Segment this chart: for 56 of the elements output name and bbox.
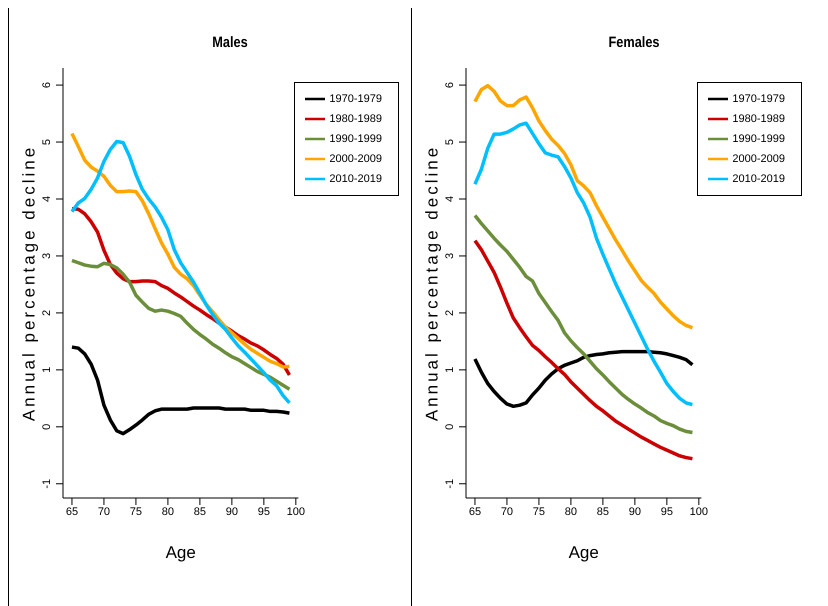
x-tick-label: 85: [596, 506, 610, 518]
line-series: [473, 121, 694, 406]
legend-label: 1980-1989: [329, 112, 382, 125]
x-tick-label: 95: [660, 506, 673, 518]
legend-label: 1980-1989: [732, 112, 785, 125]
y-tick-label: 1: [41, 366, 53, 373]
x-tick-label: 65: [468, 506, 482, 518]
chart-title: Males: [211, 34, 249, 51]
y-tick-label: -1: [41, 478, 53, 489]
x-tick-label: 75: [532, 506, 546, 518]
x-tick-label: 75: [130, 506, 142, 518]
y-axis-title: Annual percentage decline: [422, 144, 442, 422]
chart-title: Females: [607, 34, 661, 51]
x-tick-label: 80: [564, 506, 578, 518]
y-tick-label: 0: [41, 424, 53, 430]
legend-label: 1990-1999: [732, 132, 785, 145]
line-series: [473, 84, 694, 330]
x-tick-label: 90: [226, 506, 238, 518]
y-tick-label: 3: [41, 252, 53, 260]
legend-label: 2010-2019: [732, 172, 785, 185]
y-tick-label: 3: [444, 252, 456, 260]
line-series: [70, 345, 292, 436]
y-tick-label: 5: [444, 138, 456, 146]
x-tick-label: 100: [286, 506, 306, 518]
x-tick-label: 70: [500, 506, 514, 518]
line-series: [473, 350, 694, 408]
y-tick-label: 6: [444, 82, 456, 88]
x-tick-label: 80: [162, 506, 174, 518]
line-series: [473, 214, 694, 434]
x-axis-title: Age: [166, 543, 196, 562]
y-axis-title: Annual percentage decline: [20, 144, 38, 422]
y-tick-label: 4: [444, 196, 456, 202]
x-axis-title: Age: [568, 543, 599, 562]
legend-label: 1970-1979: [329, 92, 382, 105]
legend-label: 2010-2019: [329, 172, 382, 185]
x-tick-label: 90: [628, 506, 641, 518]
line-series: [473, 238, 694, 460]
x-tick-label: 100: [690, 506, 708, 518]
y-tick-label: 1: [444, 366, 456, 373]
y-tick-label: 2: [41, 310, 53, 316]
legend-label: 1970-1979: [732, 92, 785, 105]
x-tick-label: 70: [98, 506, 110, 518]
legend-label: 2000-2009: [329, 152, 382, 165]
y-tick-label: 4: [41, 196, 53, 202]
y-tick-label: -1: [444, 478, 456, 489]
x-tick-label: 65: [66, 506, 78, 518]
y-tick-label: 0: [444, 424, 456, 430]
x-tick-label: 85: [194, 506, 206, 518]
legend-label: 2000-2009: [732, 152, 785, 165]
x-tick-label: 95: [258, 506, 270, 518]
legend-label: 1990-1999: [329, 132, 382, 145]
line-series: [70, 140, 292, 405]
y-tick-label: 2: [444, 310, 456, 316]
line-series: [70, 258, 292, 391]
y-tick-label: 6: [41, 82, 53, 88]
y-tick-label: 5: [41, 138, 53, 146]
